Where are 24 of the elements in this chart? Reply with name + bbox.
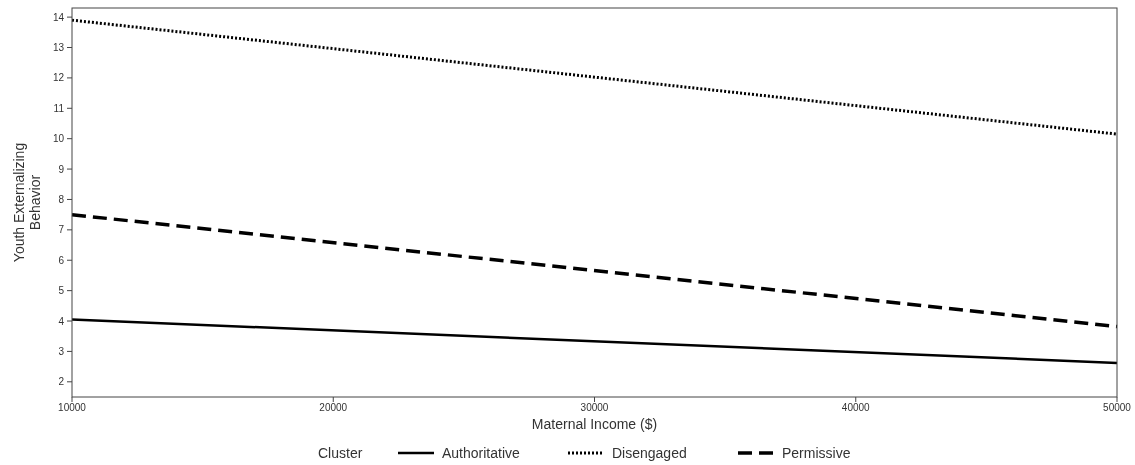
y-tick-label: 14 (52, 11, 65, 23)
y-tick-label: 11 (53, 102, 65, 114)
x-tick-label: 50000 (1103, 402, 1132, 413)
y-tick-label: 8 (58, 193, 65, 205)
y-tick-label: 6 (58, 254, 65, 266)
x-tick-label: 10000 (58, 402, 87, 413)
y-tick-label: 13 (52, 42, 65, 54)
x-axis-title: Maternal Income ($) (531, 416, 658, 432)
y-tick-label: 4 (58, 315, 65, 327)
y-tick-label: 9 (58, 163, 65, 175)
y-axis-title: Youth Externalizing Behavior (11, 142, 43, 263)
y-tick-label: 10 (52, 133, 65, 145)
x-tick-label: 40000 (841, 402, 871, 413)
legend-title: Cluster (318, 445, 363, 461)
y-tick-label: 12 (52, 72, 65, 84)
x-tick-label: 30000 (580, 402, 609, 413)
legend-label: Authoritative (442, 445, 521, 461)
x-tick-label: 20000 (319, 402, 348, 413)
y-tick-label: 2 (58, 376, 65, 388)
y-tick-label: 7 (58, 224, 65, 236)
legend-label: Permissive (782, 445, 851, 461)
y-tick-label: 5 (58, 285, 65, 297)
legend-label: Disengaged (612, 445, 687, 461)
y-tick-label: 3 (58, 345, 65, 357)
